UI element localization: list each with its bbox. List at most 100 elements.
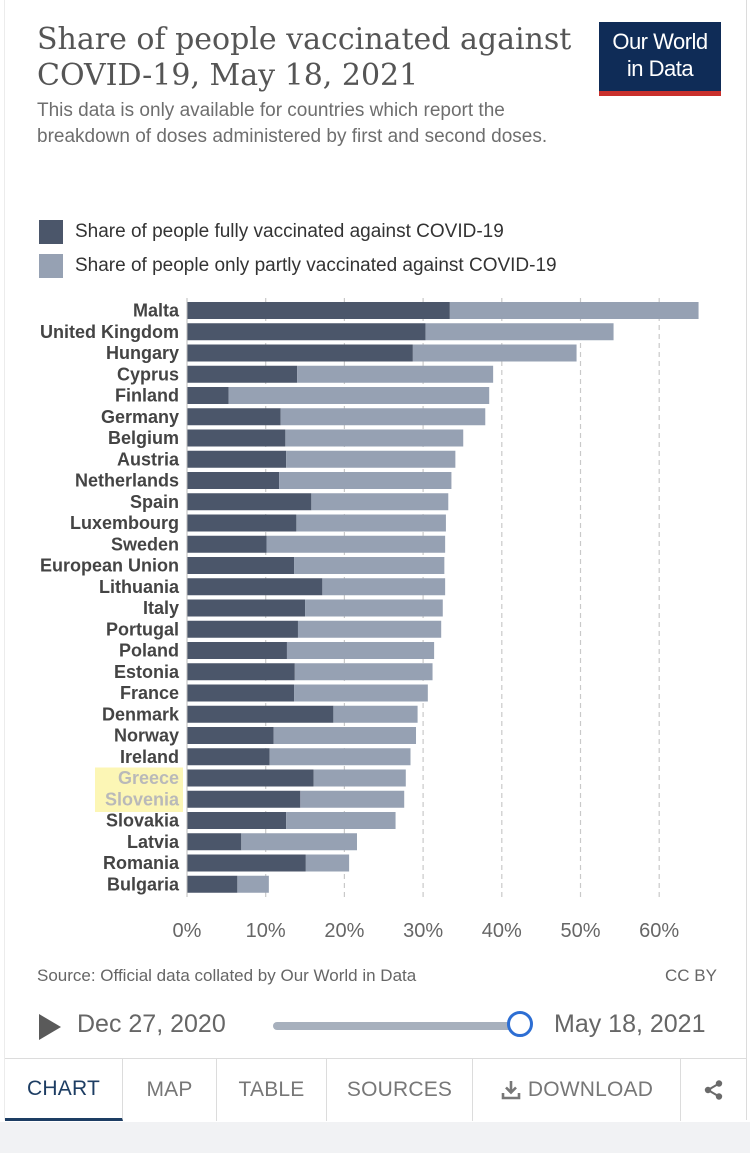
x-tick-label: 60% xyxy=(639,920,679,942)
x-tick-label: 30% xyxy=(403,920,443,942)
bar-partly-vaccinated[interactable] xyxy=(280,408,486,426)
legend-item-partly[interactable]: Share of people only partly vaccinated a… xyxy=(39,249,557,283)
bar-fully-vaccinated[interactable] xyxy=(187,620,298,638)
bar-partly-vaccinated[interactable] xyxy=(279,472,452,489)
license-link[interactable]: CC BY xyxy=(665,966,717,985)
bar-partly-vaccinated[interactable] xyxy=(286,450,456,468)
source-note[interactable]: Source: Official data collated by Our Wo… xyxy=(37,966,417,985)
bar-partly-vaccinated[interactable] xyxy=(294,663,433,681)
bar-partly-vaccinated[interactable] xyxy=(273,727,417,744)
bar-fully-vaccinated[interactable] xyxy=(187,705,334,723)
bar-partly-vaccinated[interactable] xyxy=(237,875,269,893)
share-button[interactable] xyxy=(681,1059,746,1121)
bar-fully-vaccinated[interactable] xyxy=(187,748,270,766)
x-tick-label: 20% xyxy=(324,920,364,942)
bar-fully-vaccinated[interactable] xyxy=(187,812,287,829)
bar-fully-vaccinated[interactable] xyxy=(187,769,314,787)
bar-partly-vaccinated[interactable] xyxy=(285,429,464,447)
bar-partly-vaccinated[interactable] xyxy=(296,514,446,532)
legend-swatch-partly xyxy=(39,254,63,278)
bar-partly-vaccinated[interactable] xyxy=(322,578,446,596)
timeline-start-date: Dec 27, 2020 xyxy=(77,1010,226,1038)
bar-partly-vaccinated[interactable] xyxy=(266,535,446,553)
bar-partly-vaccinated[interactable] xyxy=(333,705,418,723)
bar-fully-vaccinated[interactable] xyxy=(187,429,286,447)
bar-partly-vaccinated[interactable] xyxy=(300,790,405,808)
bar-fully-vaccinated[interactable] xyxy=(187,514,297,532)
logo-line-2: in Data xyxy=(626,56,694,81)
bar-partly-vaccinated[interactable] xyxy=(294,684,428,702)
tab-map[interactable]: MAP xyxy=(123,1059,217,1121)
download-icon xyxy=(501,1081,521,1100)
share-icon xyxy=(704,1080,722,1100)
bar-partly-vaccinated[interactable] xyxy=(241,833,357,851)
bar-partly-vaccinated[interactable] xyxy=(294,557,445,574)
legend-item-fully[interactable]: Share of people fully vaccinated against… xyxy=(39,215,557,249)
chart-subtitle: This data is only available for countrie… xyxy=(37,100,548,147)
timeline-slider-handle[interactable] xyxy=(507,1011,533,1037)
owid-logo[interactable]: Our World in Data xyxy=(599,22,721,96)
bar-fully-vaccinated[interactable] xyxy=(187,302,450,319)
bar-fully-vaccinated[interactable] xyxy=(187,450,287,468)
bar-fully-vaccinated[interactable] xyxy=(187,642,287,659)
category-label: Denmark xyxy=(102,704,180,724)
bar-fully-vaccinated[interactable] xyxy=(187,472,280,489)
category-label: United Kingdom xyxy=(40,322,179,342)
bar-partly-vaccinated[interactable] xyxy=(412,344,577,362)
chart-title: Share of people vaccinated against COVID… xyxy=(37,22,572,93)
bar-partly-vaccinated[interactable] xyxy=(313,769,406,787)
bar-fully-vaccinated[interactable] xyxy=(187,387,229,404)
category-label: Slovenia xyxy=(105,789,180,809)
x-tick-label: 40% xyxy=(482,920,522,942)
category-label: Hungary xyxy=(106,343,179,363)
bar-fully-vaccinated[interactable] xyxy=(187,578,323,596)
bar-fully-vaccinated[interactable] xyxy=(187,854,306,872)
tab-bar: CHART MAP TABLE SOURCES DOWNLOAD xyxy=(5,1058,746,1121)
bar-fully-vaccinated[interactable] xyxy=(187,663,295,681)
bar-partly-vaccinated[interactable] xyxy=(297,365,494,383)
bar-fully-vaccinated[interactable] xyxy=(187,408,281,426)
bar-partly-vaccinated[interactable] xyxy=(286,812,396,829)
play-icon[interactable] xyxy=(39,1014,61,1040)
bar-partly-vaccinated[interactable] xyxy=(305,599,443,617)
bar-partly-vaccinated[interactable] xyxy=(311,493,449,511)
category-label: Poland xyxy=(119,641,179,661)
tab-sources[interactable]: SOURCES xyxy=(327,1059,473,1121)
bar-partly-vaccinated[interactable] xyxy=(425,323,614,341)
bar-partly-vaccinated[interactable] xyxy=(286,642,435,659)
tab-download[interactable]: DOWNLOAD xyxy=(473,1059,681,1121)
bar-fully-vaccinated[interactable] xyxy=(187,323,426,341)
category-label: Germany xyxy=(101,407,179,427)
category-label: Sweden xyxy=(111,534,179,554)
x-tick-label: 10% xyxy=(246,920,286,942)
bar-fully-vaccinated[interactable] xyxy=(187,684,295,702)
category-label: Estonia xyxy=(114,662,180,682)
category-label: Malta xyxy=(133,301,180,321)
page-background xyxy=(0,1122,750,1153)
bar-partly-vaccinated[interactable] xyxy=(269,748,411,766)
bar-fully-vaccinated[interactable] xyxy=(187,493,312,511)
tab-chart[interactable]: CHART xyxy=(5,1059,123,1121)
highlight-marker xyxy=(95,767,183,812)
bar-partly-vaccinated[interactable] xyxy=(297,620,442,638)
bar-fully-vaccinated[interactable] xyxy=(187,727,274,744)
bar-fully-vaccinated[interactable] xyxy=(187,790,301,808)
bar-fully-vaccinated[interactable] xyxy=(187,875,238,893)
bar-fully-vaccinated[interactable] xyxy=(187,833,242,851)
category-label: Belgium xyxy=(108,428,179,448)
category-label: France xyxy=(120,683,179,703)
bar-fully-vaccinated[interactable] xyxy=(187,557,295,574)
bar-fully-vaccinated[interactable] xyxy=(187,535,267,553)
category-label: Latvia xyxy=(127,832,180,852)
bar-fully-vaccinated[interactable] xyxy=(187,365,298,383)
category-label: Luxembourg xyxy=(70,513,179,533)
tab-table[interactable]: TABLE xyxy=(217,1059,327,1121)
timeline-slider-track[interactable] xyxy=(273,1022,523,1030)
bar-partly-vaccinated[interactable] xyxy=(228,387,490,404)
bar-fully-vaccinated[interactable] xyxy=(187,344,413,362)
bar-partly-vaccinated[interactable] xyxy=(449,302,699,319)
legend-swatch-fully xyxy=(39,220,63,244)
bar-fully-vaccinated[interactable] xyxy=(187,599,306,617)
bar-partly-vaccinated[interactable] xyxy=(305,854,350,872)
